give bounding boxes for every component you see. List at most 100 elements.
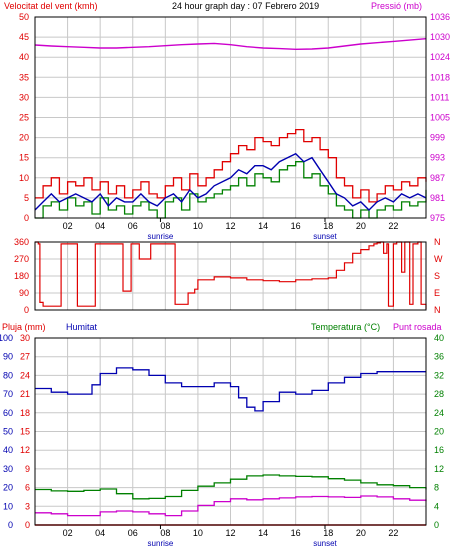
humidity-panel-frame (34, 337, 427, 526)
temperature-series (35, 474, 427, 500)
temperature-ytick: 28 (434, 389, 444, 399)
pressure-series (34, 38, 427, 51)
humidity-ytick: 30 (20, 333, 30, 343)
rain-ytick: 80 (3, 370, 13, 380)
humidity-xtick: 10 (193, 528, 203, 538)
panel3-temp-label: Temperatura (°C) (311, 322, 380, 332)
wind-average-series (34, 152, 427, 211)
wind-ytick: 45 (19, 32, 29, 42)
humidity-xtick: 04 (95, 528, 105, 538)
temperature-ytick: 12 (434, 464, 444, 474)
wind-speed-series (35, 161, 427, 219)
wind-xtick: 22 (388, 221, 398, 231)
humidity-ytick: 3 (25, 501, 30, 511)
temperature-ytick: 0 (434, 520, 439, 530)
wind-xtick-sunrise: sunrise (148, 232, 174, 241)
rain-ytick: 50 (3, 427, 13, 437)
pressure-ytick: 1024 (430, 52, 450, 62)
pressure-ytick: 1011 (430, 92, 449, 102)
humidity-xtick: 20 (356, 528, 366, 538)
humidity-ytick: 24 (20, 370, 30, 380)
temperature-ytick: 24 (434, 408, 444, 418)
wind-ytick: 35 (19, 72, 29, 82)
humidity-series (35, 367, 426, 412)
temperature-ytick: 4 (434, 501, 439, 511)
pressure-ytick: 981 (430, 193, 445, 203)
wind-ytick: 50 (19, 12, 29, 22)
rain-ytick: 90 (3, 352, 13, 362)
wind-xtick: 06 (128, 221, 138, 231)
humidity-ytick: 6 (25, 483, 30, 493)
rain-ytick: 60 (3, 408, 13, 418)
direction-panel-frame (34, 241, 427, 311)
rain-ytick: 10 (3, 501, 13, 511)
pressure-ytick: 975 (430, 213, 445, 223)
wind-ytick: 15 (19, 153, 29, 163)
panel1-right-label: Pressió (mb) (371, 1, 422, 11)
panel3-dew-label: Punt rosada (393, 322, 442, 332)
wind-ytick: 0 (24, 213, 29, 223)
humidity-ytick: 27 (20, 352, 30, 362)
temperature-ytick: 16 (434, 445, 444, 455)
humidity-xtick: 06 (128, 528, 138, 538)
wind-xtick: 14 (258, 221, 268, 231)
wind-panel-frame (34, 16, 427, 219)
wind-ytick: 5 (24, 193, 29, 203)
humidity-xtick: 08 (160, 528, 170, 538)
wind-xtick: 10 (193, 221, 203, 231)
humidity-xtick-sunset: sunset (313, 539, 337, 548)
direction-ytick: 270 (14, 254, 29, 264)
direction-compass-tick: S (434, 271, 440, 281)
pressure-ytick: 993 (430, 153, 445, 163)
humidity-xtick: 16 (291, 528, 301, 538)
pressure-ytick: 1018 (430, 72, 450, 82)
humidity-ytick: 15 (20, 427, 30, 437)
dew-point-series (35, 495, 427, 517)
rain-ytick: 40 (3, 445, 13, 455)
grid-layer (34, 16, 427, 526)
direction-compass-tick: N (434, 305, 441, 315)
humidity-ytick: 9 (25, 464, 30, 474)
humidity-ytick: 0 (25, 520, 30, 530)
humidity-xtick: 14 (258, 528, 268, 538)
wind-ytick: 30 (19, 92, 29, 102)
humidity-xtick: 12 (225, 528, 235, 538)
wind-xtick: 04 (95, 221, 105, 231)
wind-direction-series (35, 241, 427, 310)
wind-xtick: 02 (63, 221, 73, 231)
wind-xtick-sunset: sunset (313, 232, 337, 241)
direction-ytick: 180 (14, 271, 29, 281)
wind-ytick: 20 (19, 133, 29, 143)
pressure-ytick: 1005 (430, 113, 450, 123)
panel1-left-label: Velocitat del vent (kmh) (4, 1, 98, 11)
humidity-ytick: 18 (20, 408, 30, 418)
wind-xtick: 12 (225, 221, 235, 231)
wind-ytick: 10 (19, 173, 29, 183)
wind-gust-series (35, 128, 427, 203)
wind-ytick: 40 (19, 52, 29, 62)
rain-ytick: 70 (3, 389, 13, 399)
humidity-ytick: 21 (20, 389, 30, 399)
direction-ytick: 360 (14, 237, 29, 247)
direction-compass-tick: N (434, 237, 441, 247)
temperature-ytick: 8 (434, 483, 439, 493)
humidity-xtick: 02 (63, 528, 73, 538)
humidity-xtick: 18 (323, 528, 333, 538)
temperature-ytick: 40 (434, 333, 444, 343)
pressure-ytick: 987 (430, 173, 445, 183)
wind-xtick: 16 (291, 221, 301, 231)
wind-ytick: 25 (19, 113, 29, 123)
rain-ytick: 0 (8, 520, 13, 530)
temperature-ytick: 36 (434, 352, 444, 362)
rain-ytick: 20 (3, 483, 13, 493)
direction-ytick: 0 (24, 305, 29, 315)
pressure-ytick: 999 (430, 133, 445, 143)
humidity-ytick: 12 (20, 445, 30, 455)
temperature-ytick: 32 (434, 370, 444, 380)
wind-xtick: 08 (160, 221, 170, 231)
pressure-ytick: 1036 (430, 12, 450, 22)
temperature-ytick: 20 (434, 427, 444, 437)
chart-title: 24 hour graph day : 07 Febrero 2019 (172, 1, 319, 11)
rain-ytick: 100 (0, 333, 13, 343)
